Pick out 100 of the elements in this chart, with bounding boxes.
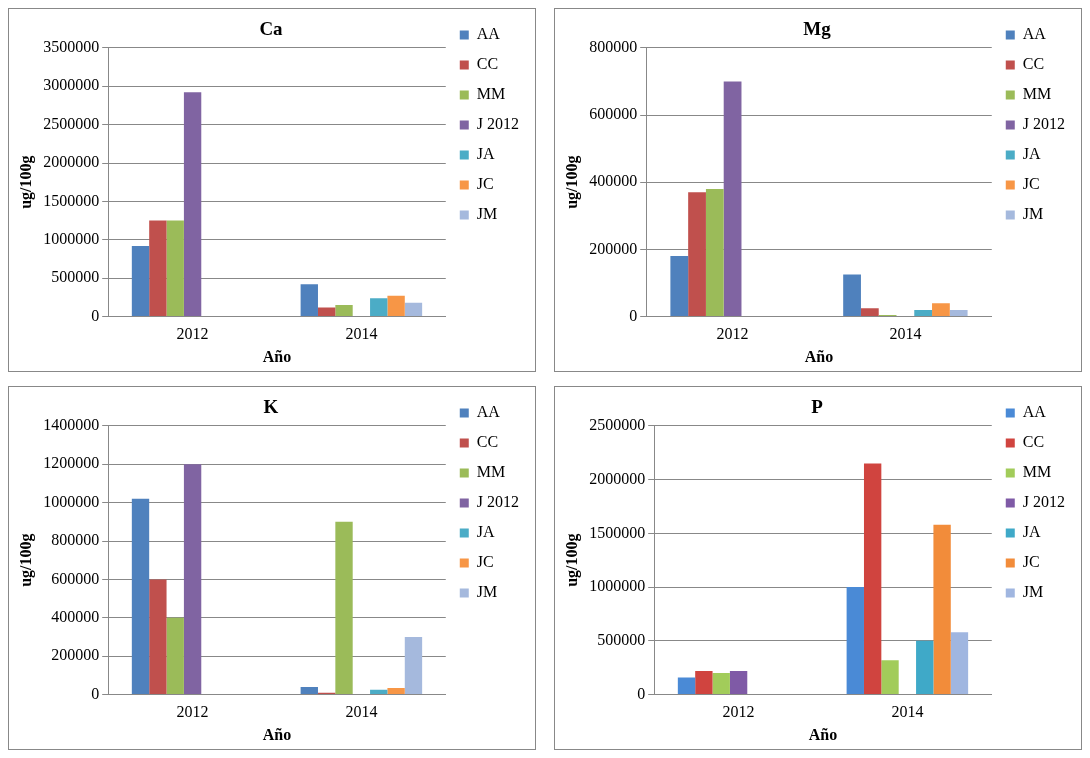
bar [695,670,713,695]
y-tick-label: 3000000 [43,76,100,94]
bar [404,637,423,695]
bar [932,303,950,317]
bar [183,92,202,317]
bar [914,309,933,317]
y-tick-label: 600000 [589,105,638,123]
y-tick-label: 500000 [51,268,100,286]
bar [723,81,742,317]
bar [404,302,423,317]
bar [881,660,899,695]
bar [370,298,388,317]
chart-title: Mg [803,18,832,40]
legend-label: MM [476,85,506,103]
legend-label: JM [476,205,498,223]
y-tick-label: 2000000 [589,469,646,487]
bar [387,687,405,695]
legend-label: MM [1022,85,1052,103]
legend-label: CC [476,433,499,451]
chart-title: P [811,396,824,418]
legend-label: JA [476,523,495,541]
bar [863,463,882,695]
bar [916,640,934,695]
y-tick-label: 500000 [597,631,646,649]
chart-title: Ca [259,18,284,40]
legend-label: J 2012 [476,493,520,511]
bar [677,677,696,695]
bar [860,308,879,317]
y-tick-label: 200000 [51,646,100,664]
y-tick-label: 0 [637,684,646,702]
y-tick-label: 400000 [51,608,100,625]
bar [131,245,150,317]
bar [300,686,318,695]
y-tick-label: 0 [91,306,100,324]
y-tick-label: 200000 [589,239,638,257]
legend-label: JM [1022,205,1044,223]
x-tick-label: 2014 [345,703,378,721]
x-tick-label: 2012 [176,325,209,343]
bar [131,498,150,695]
y-tick-label: 1400000 [43,416,100,433]
bar [149,220,167,317]
y-tick-label: 1000000 [43,230,100,247]
bar [166,220,184,317]
y-axis-title: ug/100g [16,533,35,587]
legend-label: JA [1022,523,1041,541]
bar [949,309,968,317]
bar [166,617,184,695]
bar [149,579,167,695]
y-tick-label: 1500000 [43,191,100,209]
legend-label: AA [1022,25,1047,43]
bar [688,192,706,317]
x-tick-label: 2014 [891,703,924,721]
legend-label: JC [1022,553,1040,571]
y-tick-label: 600000 [51,569,100,587]
legend-label: J 2012 [1022,115,1066,133]
bar [933,524,951,695]
legend-label: AA [476,25,501,43]
y-axis-title: ug/100g [16,155,35,209]
bar [950,632,969,695]
x-tick-label: 2012 [176,703,209,721]
legend-label: MM [1022,463,1052,481]
legend-label: JC [476,175,494,193]
legend-label: JM [1022,583,1044,601]
x-axis-title: Año [804,347,834,365]
y-axis-title: ug/100g [562,533,581,587]
bar [335,305,353,317]
y-tick-label: 0 [91,684,100,702]
legend-label: CC [1022,433,1045,451]
bar [670,256,689,317]
legend-label: JA [476,145,495,163]
bar [300,284,318,317]
y-tick-label: 1200000 [43,454,100,472]
bar [843,274,861,317]
chart-title: K [263,396,279,418]
y-tick-label: 800000 [51,531,100,549]
legend-label: JM [476,583,498,601]
y-tick-label: 1500000 [589,523,646,541]
bar [335,521,353,695]
bar [183,464,202,695]
bar [705,188,724,317]
legend-label: JA [1022,145,1041,163]
bar [387,295,405,317]
y-tick-label: 800000 [589,38,638,55]
x-tick-label: 2012 [722,703,755,721]
y-tick-label: 2500000 [43,114,100,132]
y-tick-label: 2500000 [589,416,646,433]
legend-label: MM [476,463,506,481]
legend-label: CC [476,55,499,73]
x-axis-title: Año [808,725,838,743]
x-tick-label: 2012 [716,325,749,343]
x-axis-title: Año [262,347,292,365]
y-tick-label: 1000000 [43,492,100,510]
bar [317,307,336,317]
y-tick-label: 400000 [589,172,638,190]
x-tick-label: 2014 [345,325,378,343]
x-axis-title: Año [262,725,292,743]
legend-label: J 2012 [476,115,520,133]
bar [846,587,864,695]
y-tick-label: 3500000 [43,38,100,55]
legend-label: AA [476,403,501,421]
